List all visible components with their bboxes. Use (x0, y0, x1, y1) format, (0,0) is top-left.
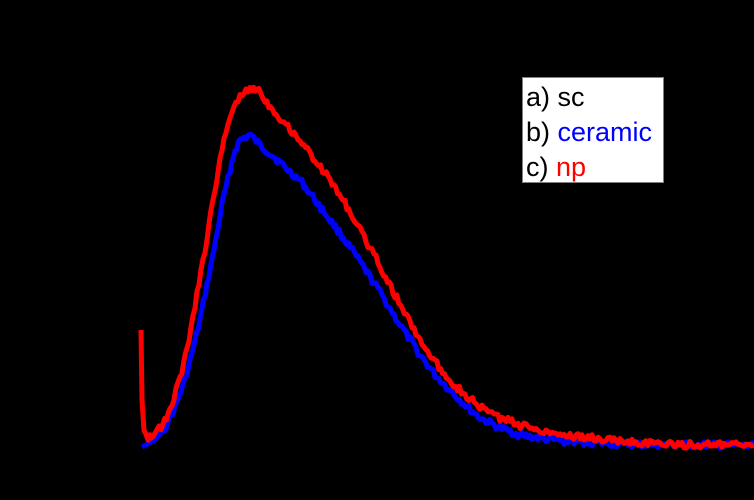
legend-tag: b) (526, 117, 551, 147)
legend-label-ceramic: ceramic (557, 117, 653, 147)
series-np-line (138, 84, 754, 451)
legend-tag: a) (526, 82, 551, 112)
chart-legend: a) sc b) ceramic c) np (522, 77, 664, 183)
legend-item-ceramic: b) ceramic (526, 115, 663, 150)
legend-item-np: c) np (526, 150, 663, 185)
legend-tag: c) (526, 152, 549, 182)
legend-label-np: np (556, 152, 587, 182)
legend-label-sc: sc (557, 82, 585, 112)
legend-item-sc: a) sc (526, 80, 663, 115)
